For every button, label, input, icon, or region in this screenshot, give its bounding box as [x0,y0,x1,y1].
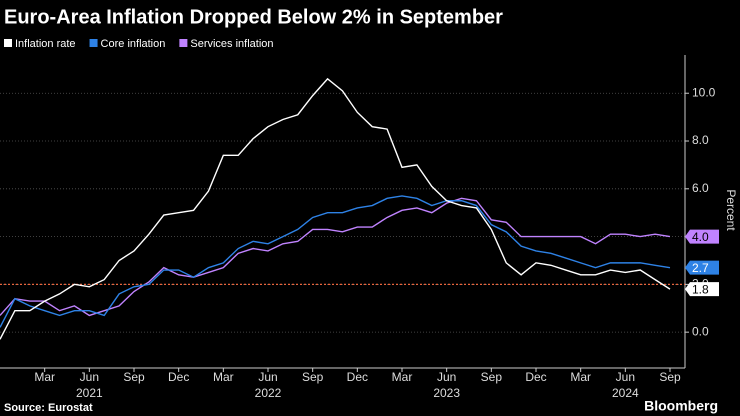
series-line [0,77,671,340]
x-year-label: 2021 [76,386,103,400]
legend-label: Services inflation [190,38,273,50]
y-axis-label: Percent [724,189,738,231]
series-line [0,197,671,317]
y-tick-label: 10.0 [692,85,716,99]
x-tick-label: Jun [616,370,635,384]
legend-swatch [179,39,188,47]
chart-title: Euro-Area Inflation Dropped Below 2% in … [4,6,503,28]
x-tick-label: Dec [525,370,546,384]
series-line [0,195,671,328]
value-label-box [685,229,719,244]
x-tick-label: Dec [347,370,368,384]
legend-swatch [4,39,12,47]
value-label-box [685,282,719,297]
legend-swatch [89,39,98,47]
brand: Bloomberg [644,398,718,414]
value-label: 1.8 [685,282,719,296]
x-tick-label: Mar [570,370,591,384]
x-tick-label: Mar [34,370,55,384]
x-tick-label: Mar [213,370,234,384]
x-tick-label: Jun [258,370,277,384]
x-year-label: 2023 [433,386,460,400]
value-label: 2.7 [685,260,719,275]
value-label-text: 2.7 [692,261,709,275]
legend-label: Inflation rate [15,38,76,50]
value-label-text: 1.8 [692,282,709,296]
value-label-box [685,260,719,275]
x-tick-label: Sep [123,370,145,384]
legend-label: Core inflation [101,38,166,50]
x-year-label: 2022 [255,386,282,400]
x-tick-label: Jun [80,370,99,384]
y-tick-label: 0.0 [692,324,709,338]
x-tick-label: Sep [659,370,681,384]
x-tick-label: Sep [481,370,503,384]
value-label: 4.0 [685,229,719,244]
x-year-label: 2024 [612,386,639,400]
y-tick-label: 8.0 [692,133,709,147]
value-label-text: 4.0 [692,230,709,244]
x-tick-label: Sep [302,370,324,384]
x-tick-label: Dec [168,370,189,384]
x-tick-label: Jun [437,370,456,384]
y-tick-label: 6.0 [692,181,709,195]
source: Source: Eurostat [4,402,93,414]
x-tick-label: Mar [392,370,413,384]
